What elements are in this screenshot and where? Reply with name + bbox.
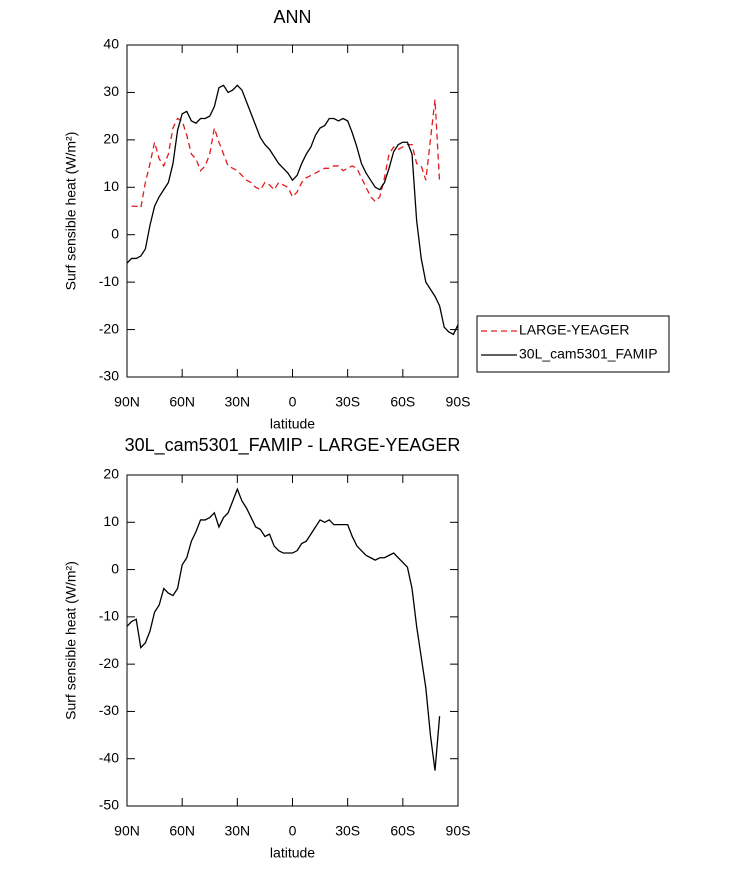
y-tick-label: 0 [111, 560, 119, 576]
x-tick-label: 60S [390, 394, 415, 410]
y-tick-label: -20 [99, 320, 119, 336]
y-axis-label: Surf sensible heat (W/m²) [63, 132, 79, 291]
y-tick-label: -10 [99, 273, 119, 289]
y-tick-label: -30 [99, 368, 119, 384]
y-tick-label: -30 [99, 702, 119, 718]
x-tick-label: 90S [446, 823, 471, 839]
plot-frame [126, 474, 459, 807]
x-tick-label: 90N [114, 823, 140, 839]
x-tick-label: 30S [335, 823, 360, 839]
y-tick-label: -10 [99, 608, 119, 624]
y-tick-label: -50 [99, 797, 119, 813]
x-tick-label: 60N [169, 394, 195, 410]
y-tick-label: -20 [99, 655, 119, 671]
x-tick-label: 30S [335, 394, 360, 410]
y-axis-label: Surf sensible heat (W/m²) [63, 561, 79, 720]
y-tick-label: -40 [99, 749, 119, 765]
x-tick-label: 30N [224, 394, 250, 410]
y-tick-label: 10 [103, 178, 119, 194]
x-tick-label: 0 [289, 394, 297, 410]
x-tick-label: 90S [446, 394, 471, 410]
legend-label: 30L_cam5301_FAMIP [519, 346, 658, 362]
y-tick-label: 0 [111, 225, 119, 241]
data-line [131, 99, 441, 209]
chart-title: 30L_cam5301_FAMIP - LARGE-YEAGER [125, 435, 461, 456]
x-axis-label: latitude [270, 845, 315, 861]
y-tick-label: 10 [103, 513, 119, 529]
x-tick-label: 90N [114, 394, 140, 410]
legend-label: LARGE-YEAGER [519, 322, 629, 338]
y-tick-label: 40 [103, 36, 119, 52]
x-axis-label: latitude [270, 416, 315, 432]
legend-box [476, 315, 670, 373]
x-tick-label: 30N [224, 823, 250, 839]
y-tick-label: 20 [103, 466, 119, 482]
data-line [126, 487, 441, 771]
x-tick-label: 0 [289, 823, 297, 839]
plot-frame [126, 44, 459, 378]
x-tick-label: 60N [169, 823, 195, 839]
data-line [126, 84, 459, 336]
x-tick-label: 60S [390, 823, 415, 839]
chart-title: ANN [273, 7, 311, 27]
y-tick-label: 30 [103, 83, 119, 99]
y-tick-label: 20 [103, 131, 119, 147]
